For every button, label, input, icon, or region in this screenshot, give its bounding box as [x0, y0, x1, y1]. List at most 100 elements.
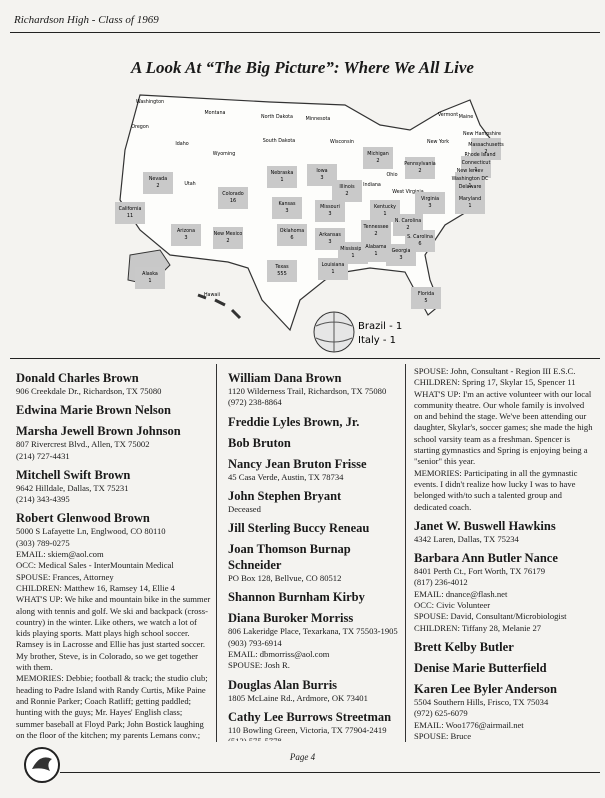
- person-detail: (214) 343-4395: [16, 494, 70, 505]
- state-shade: [267, 166, 297, 188]
- state-label: S. Carolina: [407, 234, 433, 240]
- state-label: North Dakota: [261, 114, 293, 120]
- state-label: Nebraska: [271, 170, 294, 176]
- globe-lines: [315, 312, 353, 352]
- entry: Nancy Jean Bruton Frisse 45 Casa Verde, A…: [228, 456, 400, 483]
- state-label: N. Carolina: [395, 218, 421, 224]
- entry: Barbara Ann Butler Nance 8401 Perth Ct., …: [414, 550, 594, 634]
- state-label: West Virginia: [392, 189, 423, 195]
- person-detail: EMAIL: skiem@aol.com: [16, 549, 104, 560]
- person-name: Bob Bruton: [228, 435, 291, 450]
- person-name: Karen Lee Byler Anderson: [414, 681, 557, 696]
- state-label: Wyoming: [213, 151, 236, 157]
- state-label: Oklahoma: [280, 228, 304, 234]
- state-shade: [415, 192, 445, 214]
- state-count: 5: [424, 298, 427, 304]
- person-detail: 807 Rivercrest Blvd., Allen, TX 75002: [16, 439, 150, 450]
- state-label: New Mexico: [214, 231, 243, 237]
- state-label: Arizona: [177, 228, 195, 234]
- person-detail: OCC: Medical Sales - InterMountain Medic…: [16, 560, 174, 571]
- person-detail: 906 Creekdale Dr., Richardson, TX 75080: [16, 386, 162, 396]
- rule: [10, 32, 600, 33]
- state-label: Utah: [184, 181, 195, 187]
- person-detail: EMAIL: Woo1776@airmail.net: [414, 719, 524, 730]
- state-count: 2: [418, 168, 421, 174]
- state-shade: [218, 187, 248, 209]
- person-detail: EMAIL: dbmorriss@aol.com: [228, 649, 330, 660]
- state-label: Massachusetts: [468, 142, 504, 148]
- map-title: A Look At “The Big Picture”: Where We Al…: [131, 58, 474, 77]
- state-shade: [143, 172, 173, 194]
- state-label: New Jersey: [457, 168, 484, 174]
- person-name: Brett Kelby Butler: [414, 639, 514, 654]
- person-detail: SPOUSE: John, Consultant - Region III E.…: [414, 366, 576, 376]
- state-label: Georgia: [392, 248, 411, 254]
- person-detail: 5504 Southern Hills, Frisco, TX 75034: [414, 696, 549, 707]
- entry: SPOUSE: John, Consultant - Region III E.…: [414, 366, 594, 513]
- rule: [60, 772, 600, 773]
- state-count: 1: [351, 253, 354, 259]
- state-count: 6: [290, 235, 293, 241]
- state-shade: [171, 224, 201, 246]
- state-count: 3: [428, 203, 431, 209]
- entry: Janet W. Buswell Hawkins 4342 Laren, Dall…: [414, 518, 594, 545]
- entry: Robert Glenwood Brown 5000 S Lafayette Ln…: [16, 510, 212, 741]
- state-label: Texas: [274, 264, 289, 270]
- state-shade: [370, 200, 400, 222]
- person-detail: WHAT'S UP: I'm an active volunteer with …: [414, 388, 593, 467]
- state-shade: [213, 227, 243, 249]
- column-rule: [405, 364, 406, 742]
- map: Washington Oregon Idaho Montana Wyoming North…: [115, 94, 504, 353]
- eagle-logo: [24, 747, 60, 783]
- state-label: Ohio: [386, 172, 397, 178]
- person-detail: CHILDREN: Matthew 16, Ramsey 14, Ellie 4: [16, 582, 175, 593]
- state-label: Oregon: [131, 124, 149, 130]
- person-detail: (903) 793-6914: [228, 637, 282, 648]
- state-shade: [267, 260, 297, 282]
- state-shade: [363, 147, 393, 169]
- person-name: Janet W. Buswell Hawkins: [414, 518, 556, 533]
- state-shade: [386, 244, 416, 266]
- state-shade: [411, 287, 441, 309]
- state-count: 555: [277, 271, 287, 277]
- entry: Freddie Lyles Brown, Jr.: [228, 414, 400, 430]
- state-shade: [318, 258, 348, 280]
- state-label: Indiana: [363, 182, 381, 188]
- state-label: Colorado: [222, 191, 244, 197]
- entry: Mitchell Swift Brown 9642 Hilldale, Dalla…: [16, 467, 212, 506]
- state-count: 1: [474, 167, 477, 173]
- state-label: Montana: [205, 110, 226, 116]
- state-count: 3: [399, 255, 402, 261]
- state-count: 1: [331, 269, 334, 275]
- state-label: Louisiana: [322, 262, 345, 268]
- person-name: John Stephen Bryant: [228, 488, 342, 503]
- state-label: Delaware: [459, 184, 482, 190]
- state-count: 2: [376, 158, 379, 164]
- entry: Diana Buroker Morriss 806 Lakeridge Place…: [228, 610, 400, 671]
- state-label: New Hampshire: [463, 131, 501, 137]
- state-shade: [315, 200, 345, 222]
- state-count: 16: [230, 198, 236, 204]
- state-label: Connecticut: [462, 160, 491, 166]
- page-number: Page 4: [289, 752, 316, 762]
- state-label: Hawaii: [204, 292, 220, 298]
- person-detail: SPOUSE: David, Consultant/Microbiologist: [414, 611, 567, 622]
- person-detail: MEMORIES: Participating in all the gymna…: [414, 467, 578, 512]
- entry: Denise Marie Butterfield: [414, 660, 594, 676]
- entry: William Dana Brown 1120 Wilderness Trail,…: [228, 370, 400, 409]
- state-count: 1: [280, 177, 283, 183]
- column: Donald Charles Brown 906 Creekdale Dr., R…: [16, 366, 212, 741]
- state-label: Alabama: [365, 244, 386, 250]
- entry: John Stephen Bryant Deceased: [228, 488, 400, 515]
- person-name: Shannon Burnham Kirby: [228, 590, 365, 605]
- entry: Bob Bruton: [228, 435, 400, 451]
- person-detail: (972) 625-6079: [414, 708, 468, 719]
- person-detail: 110 Bowling Green, Victoria, TX 77904-24…: [228, 724, 387, 735]
- state-shade: [307, 164, 337, 186]
- state-shade: [332, 180, 362, 202]
- state-count: 2: [345, 191, 348, 197]
- column-rule: [216, 364, 217, 742]
- state-label: Arkansas: [319, 232, 341, 238]
- state-label: Pennsylvania: [404, 161, 436, 167]
